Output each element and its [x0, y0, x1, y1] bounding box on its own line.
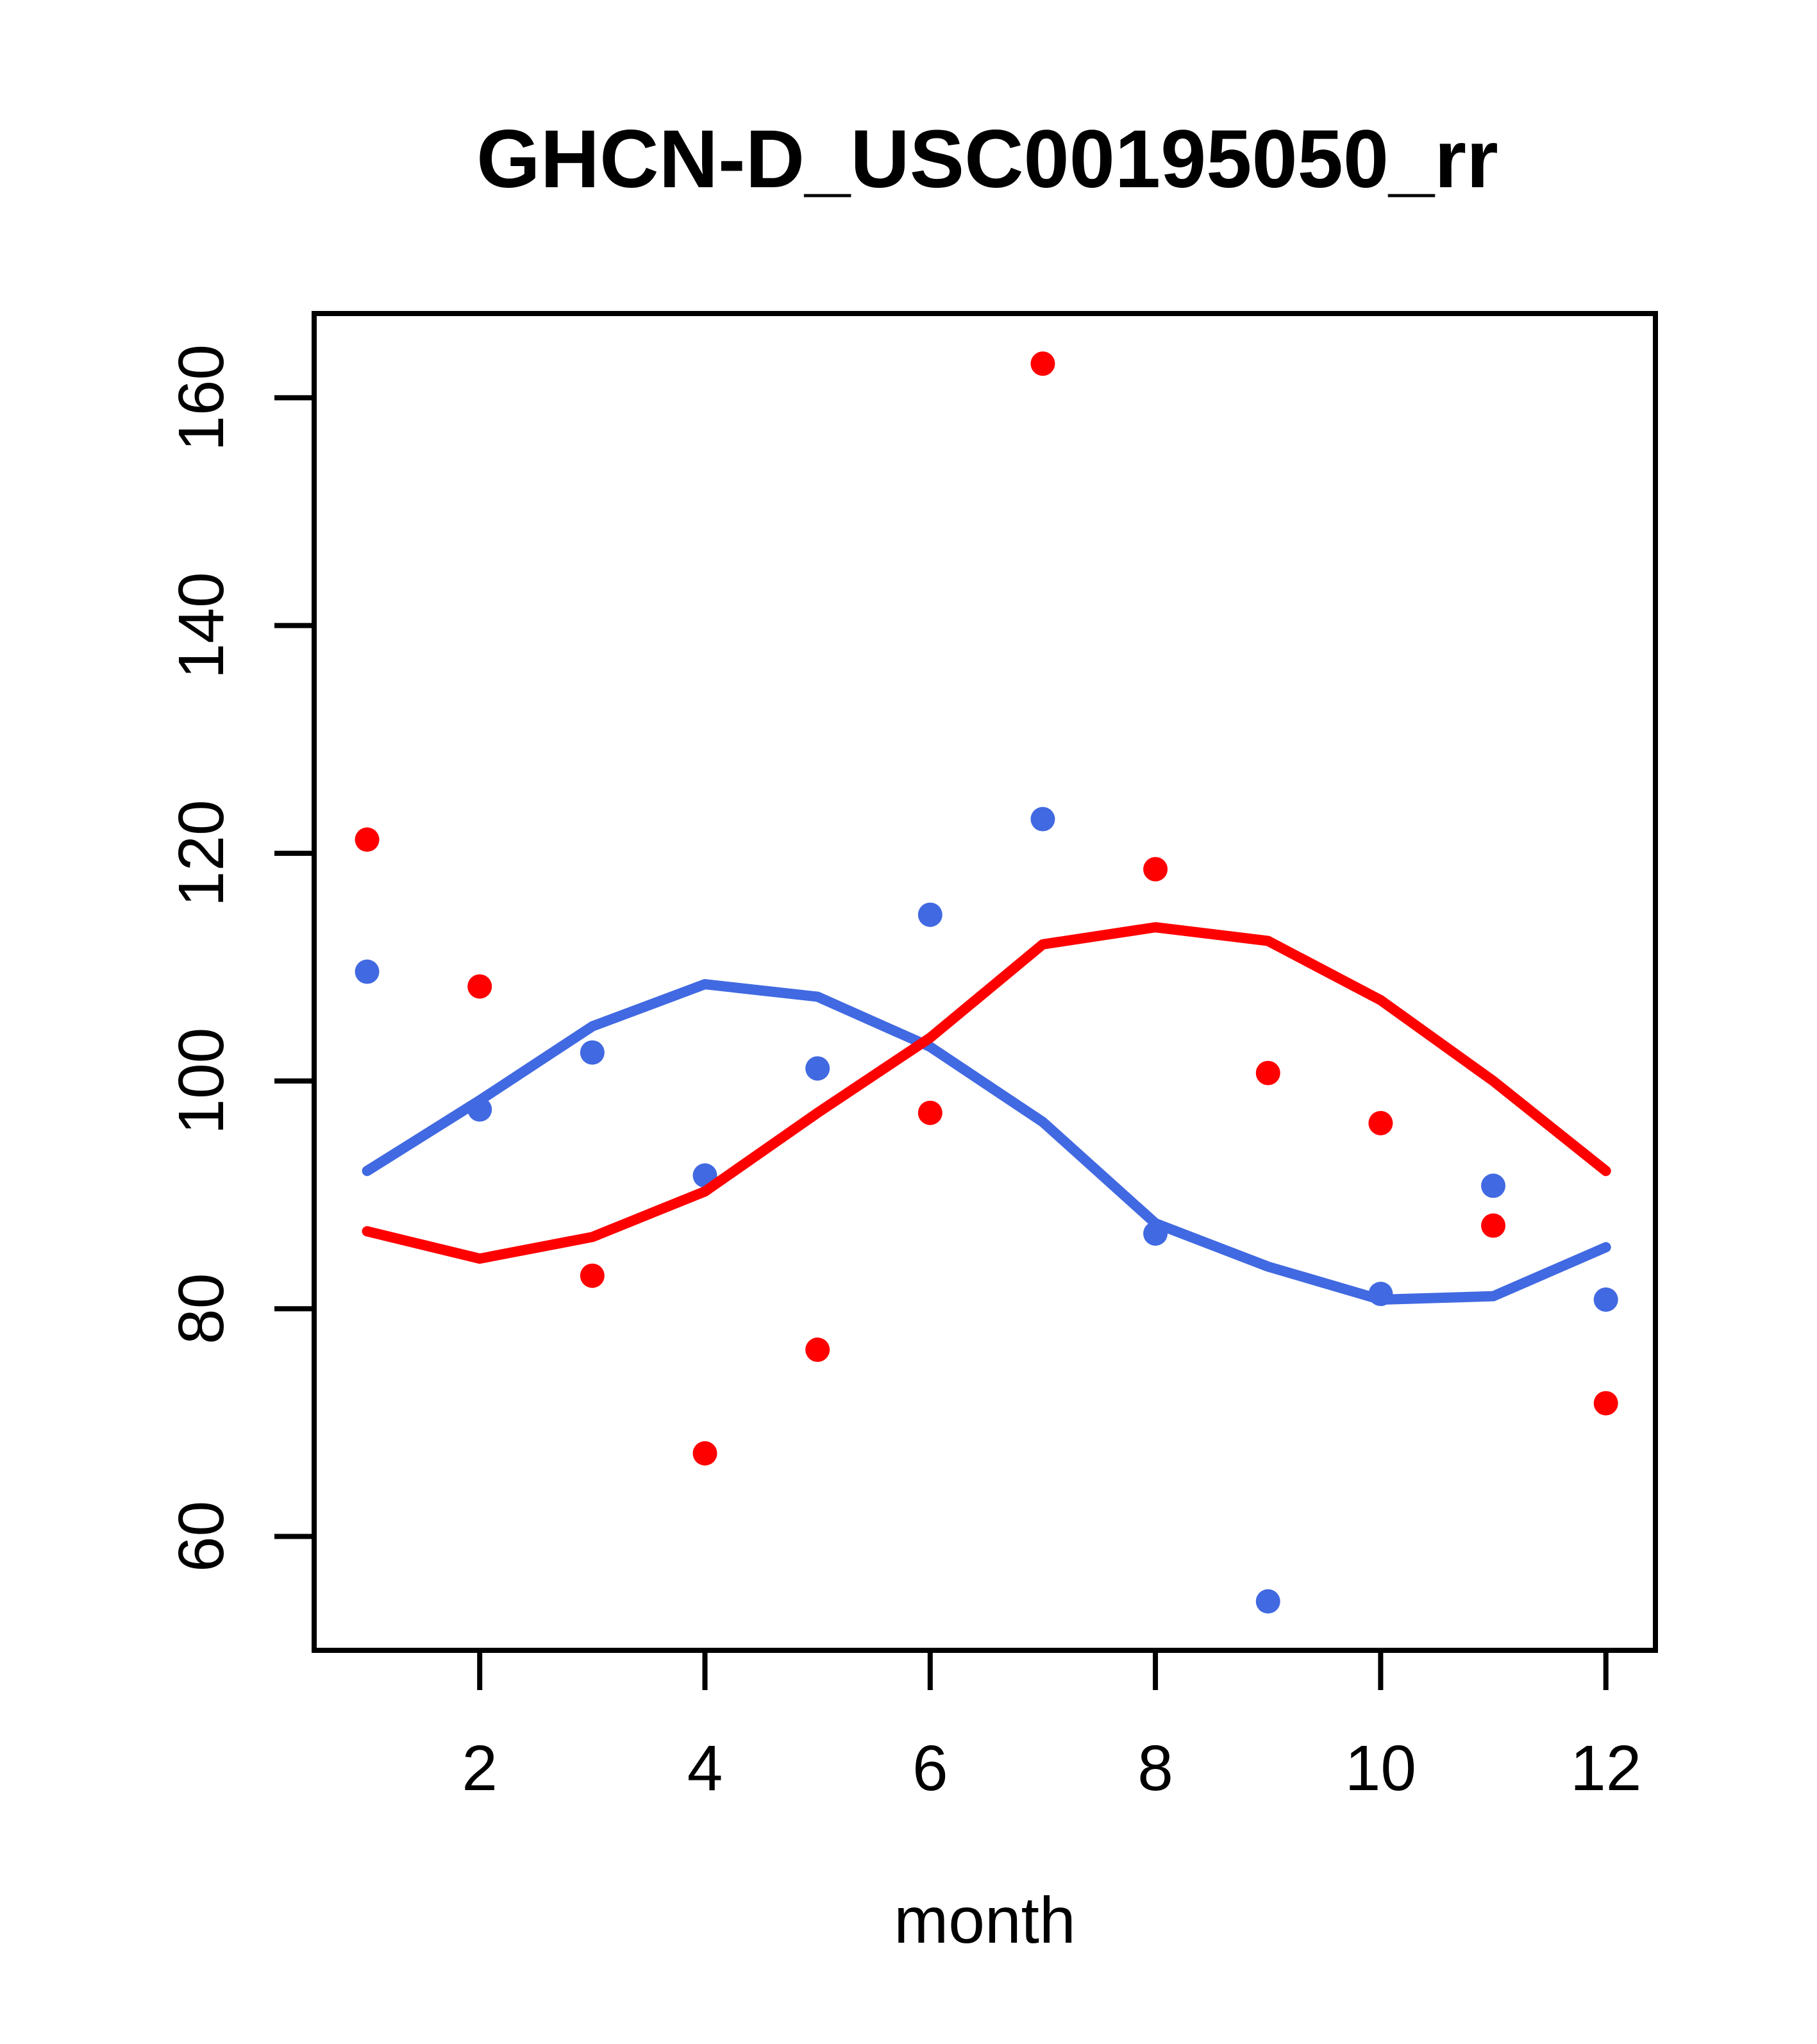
y-tick-label: 160	[165, 344, 237, 451]
blue-point-m7	[1030, 807, 1055, 832]
y-tick-label: 120	[165, 800, 237, 907]
x-tick-label: 8	[1137, 1732, 1173, 1804]
red-point-m1	[355, 827, 380, 852]
red-point-m6	[917, 1100, 942, 1125]
blue-loess-line	[362, 979, 1611, 1305]
blue-point-m1	[355, 959, 380, 984]
plot-series-group	[355, 351, 1618, 1614]
red-loess-line	[362, 922, 1611, 1264]
red-point-m12	[1593, 1391, 1618, 1416]
red-point-m10	[1368, 1110, 1393, 1135]
blue-point-m9	[1255, 1589, 1280, 1614]
y-tick-label: 100	[165, 1028, 237, 1135]
y-tick-label: 60	[165, 1501, 237, 1572]
x-tick-label: 2	[462, 1732, 498, 1804]
blue-point-m3	[580, 1040, 605, 1065]
red-point-m3	[580, 1263, 605, 1288]
red-point-m11	[1481, 1213, 1506, 1238]
red-point-m8	[1143, 857, 1168, 882]
blue-point-m6	[917, 902, 942, 927]
x-tick-label: 4	[687, 1732, 723, 1804]
chart-title: GHCN-D_USC00195050_rr	[476, 113, 1498, 205]
x-tick-label: 6	[912, 1732, 948, 1804]
blue-point-m12	[1593, 1287, 1618, 1312]
red-point-m2	[467, 974, 492, 999]
y-tick-label: 80	[165, 1273, 237, 1345]
red-point-m7	[1030, 351, 1055, 376]
blue-point-m11	[1481, 1173, 1506, 1198]
red-point-m9	[1255, 1060, 1280, 1085]
x-tick-label: 12	[1570, 1732, 1641, 1804]
y-tick-label: 140	[165, 572, 237, 679]
red-point-m4	[692, 1441, 717, 1466]
red-point-m5	[805, 1337, 830, 1362]
x-axis-title: month	[894, 1884, 1076, 1957]
x-tick-label: 10	[1345, 1732, 1416, 1804]
blue-point-m5	[805, 1056, 830, 1081]
plot-frame-group: 2 4 6 8 10 12 60 80 100 120 140 160	[165, 311, 1658, 1804]
plot-box	[312, 311, 1658, 1653]
